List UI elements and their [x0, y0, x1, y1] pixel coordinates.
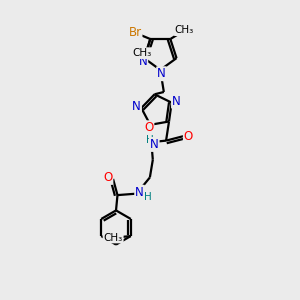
Text: H: H: [144, 192, 152, 202]
Text: N: N: [157, 67, 166, 80]
Text: CH₃: CH₃: [103, 232, 123, 242]
Text: O: O: [144, 121, 153, 134]
Text: N: N: [150, 138, 159, 151]
Text: CH₃: CH₃: [132, 48, 152, 58]
Text: H: H: [146, 135, 154, 145]
Text: N: N: [135, 186, 144, 199]
Text: O: O: [103, 171, 112, 184]
Text: N: N: [132, 100, 141, 113]
Text: N: N: [139, 56, 147, 68]
Text: CH₃: CH₃: [175, 25, 194, 35]
Text: Br: Br: [128, 26, 142, 39]
Text: N: N: [172, 95, 181, 108]
Text: O: O: [184, 130, 193, 143]
